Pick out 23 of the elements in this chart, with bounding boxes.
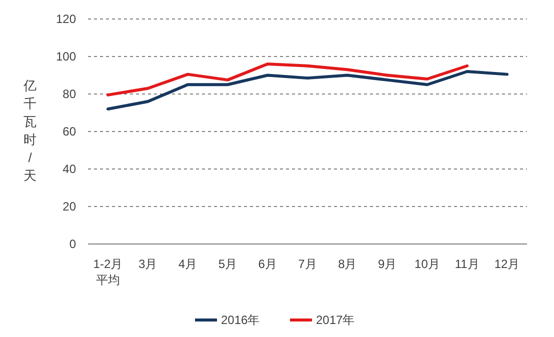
x-tick-label: 5月 xyxy=(218,257,238,271)
x-tick-label: 3月 xyxy=(138,257,158,271)
y-tick-label: 20 xyxy=(62,200,76,214)
line-series xyxy=(106,70,509,110)
legend-label: 2016年 xyxy=(221,313,260,327)
y-tick-label: 100 xyxy=(56,50,76,64)
x-tick-label: 11月 xyxy=(454,257,480,271)
x-tick-label: 1-2月平均 xyxy=(93,257,123,287)
x-tick-label: 12月 xyxy=(494,257,520,271)
y-tick-label: 80 xyxy=(62,87,76,101)
y-tick-label: 60 xyxy=(62,124,76,138)
y-tick-label: 0 xyxy=(69,237,76,251)
y-tick-label: 120 xyxy=(56,12,76,26)
x-tick-label: 7月 xyxy=(298,257,317,271)
x-tick-label: 6月 xyxy=(258,257,277,271)
x-tick-label: 9月 xyxy=(378,257,397,271)
x-tick-label: 8月 xyxy=(338,257,357,271)
x-tick-label: 10月 xyxy=(414,257,440,271)
line-series xyxy=(106,62,469,96)
y-tick-label: 40 xyxy=(62,162,76,176)
x-tick-label: 4月 xyxy=(178,257,198,271)
y-axis-title: 亿千瓦时/天 xyxy=(22,78,36,183)
legend-label: 2017年 xyxy=(316,313,355,327)
